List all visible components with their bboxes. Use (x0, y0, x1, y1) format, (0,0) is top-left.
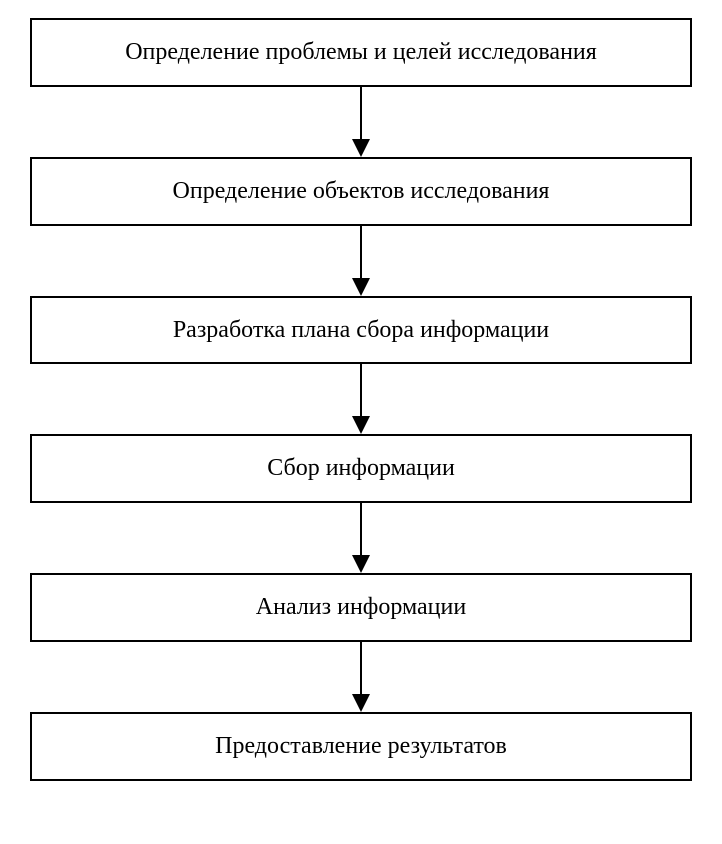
flowchart-node-1-label: Определение проблемы и целей исследовани… (125, 38, 597, 67)
flowchart-node-2: Определение объектов исследования (30, 157, 692, 226)
flowchart-node-4-label: Сбор информации (267, 454, 455, 483)
flowchart-node-4: Сбор информации (30, 434, 692, 503)
flowchart-node-3: Разработка плана сбора информации (30, 296, 692, 365)
arrow-line-icon (360, 642, 362, 694)
arrow-line-icon (360, 364, 362, 416)
arrow-head-icon (352, 555, 370, 573)
flowchart-node-5: Анализ информации (30, 573, 692, 642)
flowchart-node-3-label: Разработка плана сбора информации (173, 316, 549, 345)
arrow-head-icon (352, 139, 370, 157)
flowchart-container: Определение проблемы и целей исследовани… (30, 18, 692, 781)
arrow-head-icon (352, 416, 370, 434)
flowchart-arrow-4 (352, 503, 370, 573)
flowchart-arrow-1 (352, 87, 370, 157)
flowchart-node-6-label: Предоставление результатов (215, 732, 507, 761)
arrow-head-icon (352, 278, 370, 296)
flowchart-node-2-label: Определение объектов исследования (173, 177, 550, 206)
flowchart-arrow-2 (352, 226, 370, 296)
flowchart-node-6: Предоставление результатов (30, 712, 692, 781)
flowchart-arrow-5 (352, 642, 370, 712)
arrow-head-icon (352, 694, 370, 712)
flowchart-node-1: Определение проблемы и целей исследовани… (30, 18, 692, 87)
arrow-line-icon (360, 87, 362, 139)
flowchart-arrow-3 (352, 364, 370, 434)
arrow-line-icon (360, 226, 362, 278)
arrow-line-icon (360, 503, 362, 555)
flowchart-node-5-label: Анализ информации (256, 593, 466, 622)
